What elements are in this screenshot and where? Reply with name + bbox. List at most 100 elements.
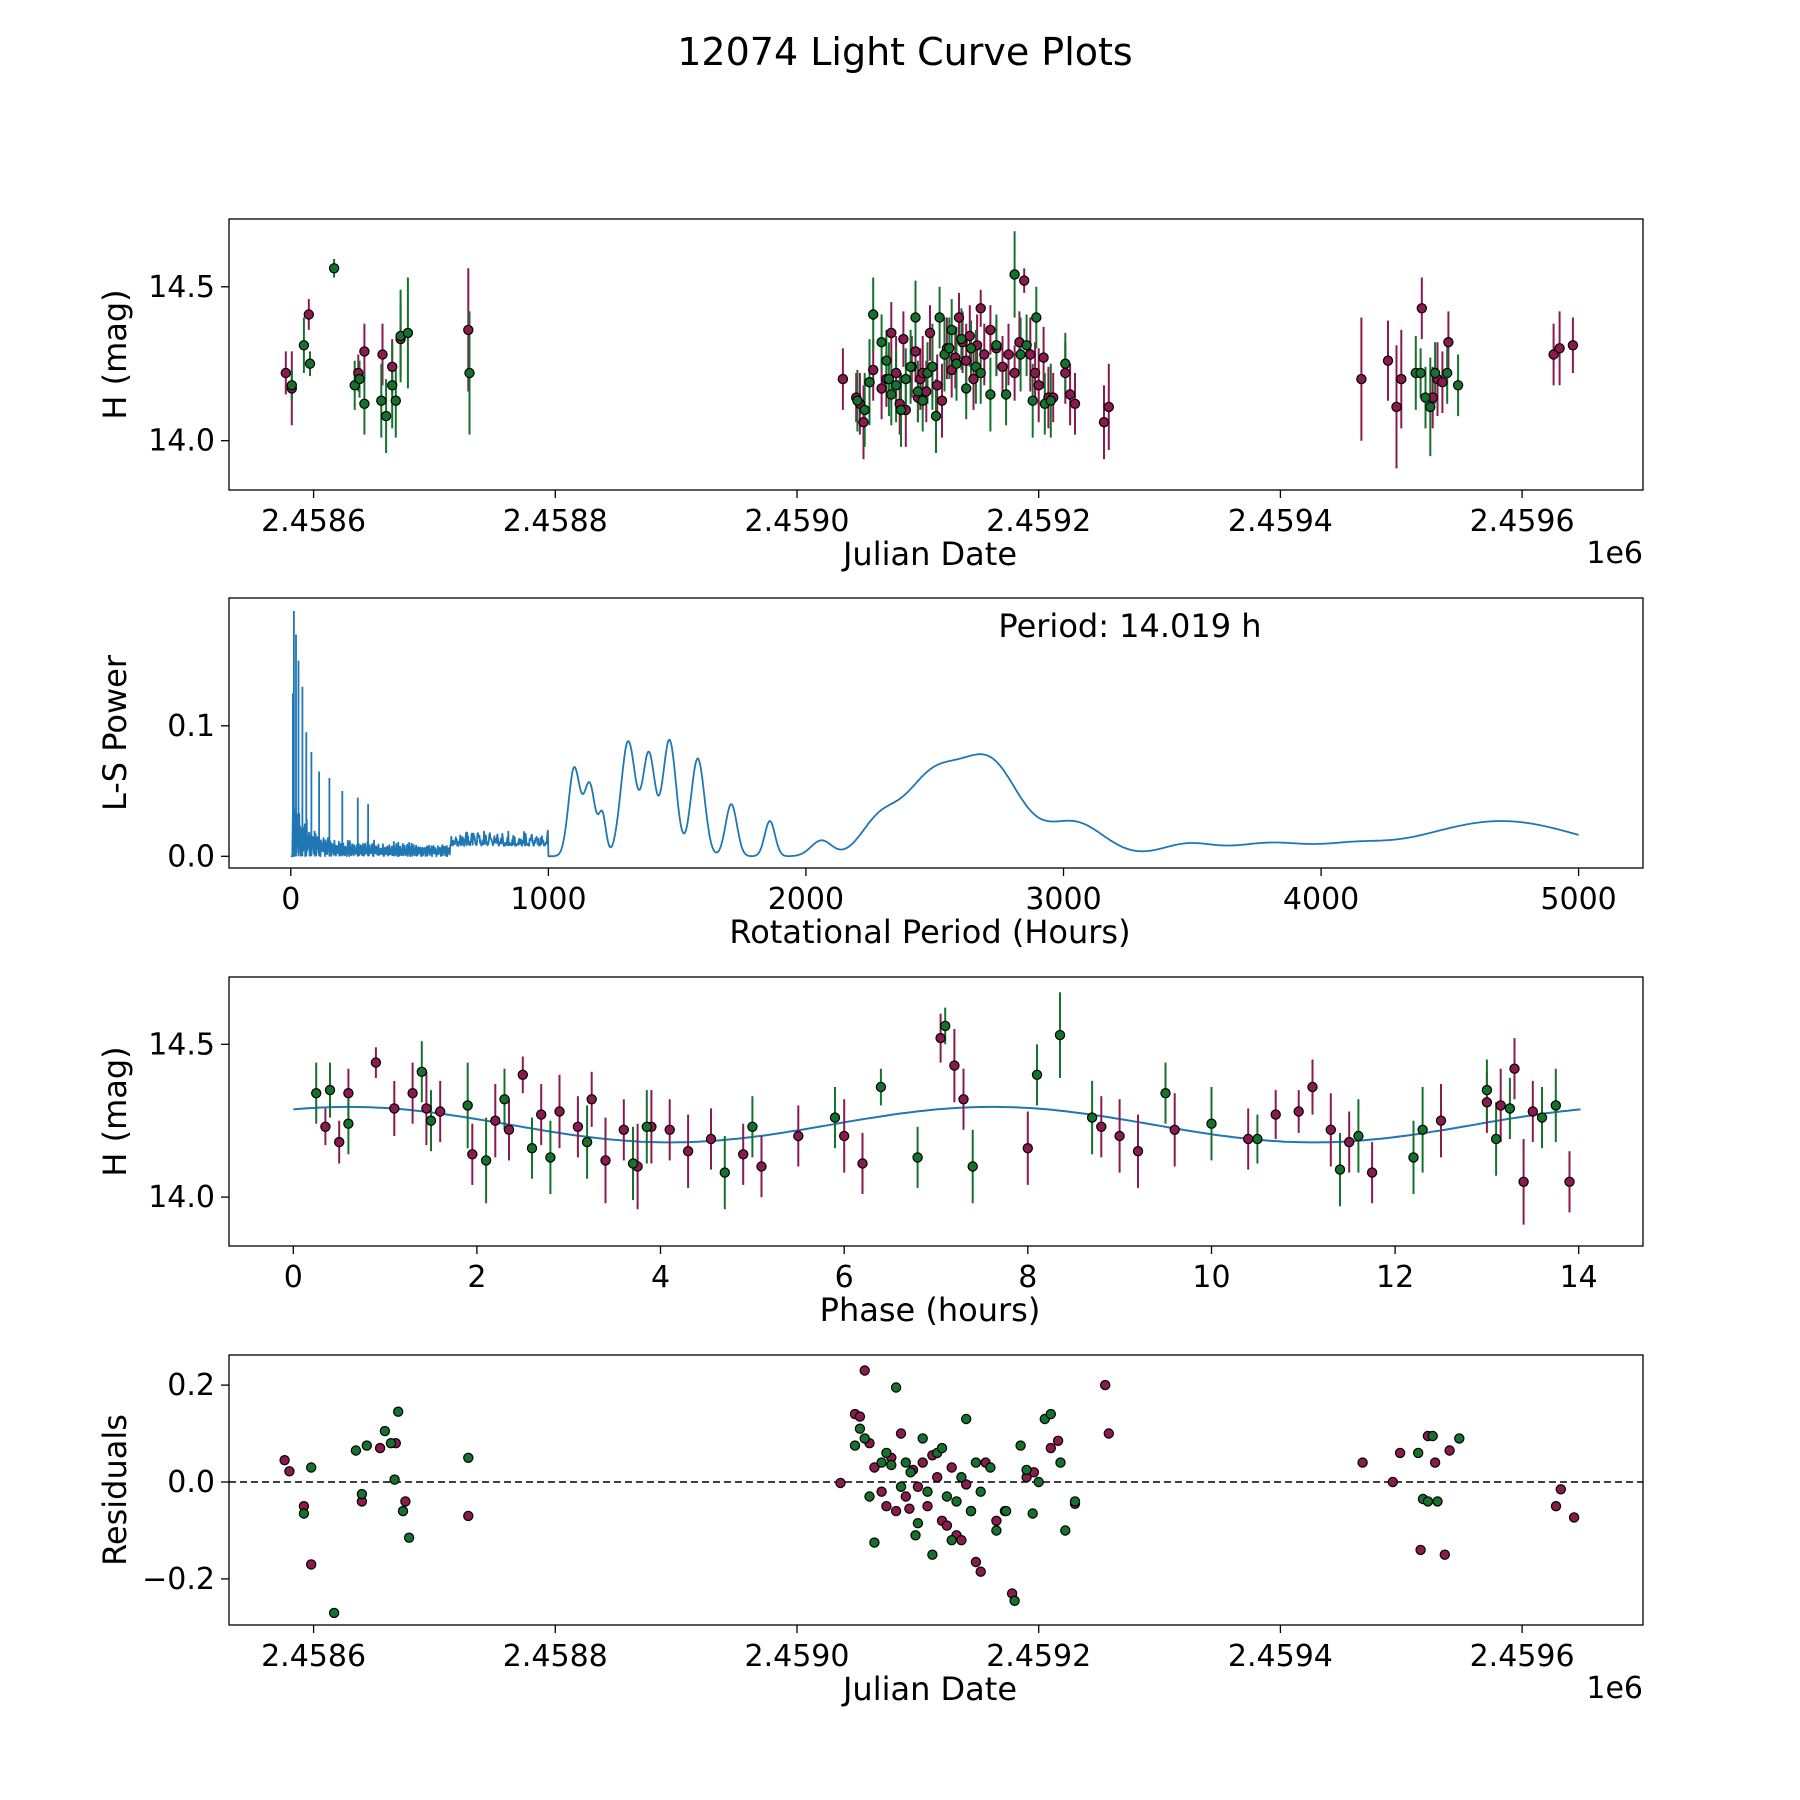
x-tick-label: 2.4592 (986, 1639, 1091, 1674)
data-point-green (961, 1413, 972, 1425)
data-point-green (328, 1607, 340, 1619)
x-tick-label: 8 (1018, 1260, 1037, 1295)
data-point-magenta (1103, 1428, 1115, 1439)
x-tick-label: 2 (467, 1260, 486, 1295)
data-point-green (876, 337, 887, 348)
data-point-magenta (975, 1566, 986, 1577)
data-point-green (1015, 349, 1026, 360)
data-point-magenta (793, 1130, 804, 1142)
data-point-green (864, 377, 875, 388)
data-point-green (829, 1112, 841, 1123)
data-point-green (927, 361, 938, 372)
data-point-magenta (949, 1060, 960, 1071)
data-point-magenta (467, 1149, 478, 1160)
data-point-green (1027, 1508, 1038, 1519)
data-point-green (922, 1486, 933, 1497)
data-point-green (1420, 392, 1431, 403)
data-point-green (499, 1094, 510, 1105)
data-point-green (359, 398, 370, 409)
data-point-magenta (682, 1145, 694, 1157)
panel-ls: 0 1000 2000 3000 4000 5000 0.0 0.1 Rotational Pe… (96, 597, 1644, 951)
data-point-green (1490, 1133, 1502, 1145)
data-point-magenta (1550, 1500, 1562, 1512)
data-point-magenta (377, 349, 388, 360)
data-point-green (854, 1423, 866, 1434)
data-point-magenta (400, 1496, 411, 1507)
data-point-magenta (387, 361, 398, 372)
data-point-magenta (1568, 1512, 1580, 1523)
x-tick-label: 2.4590 (745, 504, 850, 539)
data-point-green (917, 1433, 928, 1444)
data-point-magenta (837, 373, 849, 385)
data-point-green (859, 1433, 870, 1444)
x-tick-label: 0 (281, 882, 300, 917)
data-point-magenta (1343, 1136, 1355, 1148)
data-point-magenta (961, 1479, 972, 1490)
data-point-green (1045, 1408, 1057, 1420)
data-point-green (951, 358, 962, 369)
data-point-green (944, 343, 955, 354)
data-point-magenta (572, 1121, 584, 1133)
data-point-magenta (1554, 343, 1565, 354)
data-point-magenta (1416, 303, 1428, 314)
data-point-magenta (1029, 367, 1041, 379)
y-axis-label: H (mag) (96, 289, 134, 419)
data-point-magenta (1022, 1142, 1034, 1154)
data-point-green (975, 367, 986, 379)
data-point-green (985, 389, 996, 400)
data-point-magenta (1444, 1445, 1455, 1456)
data-point-magenta (1509, 1063, 1520, 1074)
data-point-green (350, 1445, 362, 1456)
data-point-magenta (946, 1462, 957, 1473)
data-point-green (385, 1437, 397, 1449)
y-tick-label: −0.2 (142, 1562, 215, 1597)
data-point-green (380, 410, 392, 422)
data-point-magenta (900, 1491, 912, 1502)
data-point-magenta (1025, 349, 1036, 360)
data-point-magenta (886, 327, 897, 339)
x-tick-label: 2.4592 (986, 504, 1091, 539)
data-point-green (1252, 1133, 1263, 1145)
data-point-green (956, 333, 967, 345)
data-layer (229, 1365, 1643, 1619)
data-point-magenta (876, 383, 887, 394)
data-point-green (641, 1121, 653, 1133)
data-point-green (956, 1471, 967, 1483)
plot-frame (228, 218, 1644, 491)
data-point-magenta (1169, 1124, 1180, 1136)
data-point-green (286, 380, 297, 391)
data-point-green (951, 1496, 962, 1507)
data-point-magenta (280, 367, 291, 379)
data-point-green (941, 1491, 953, 1502)
data-point-green (1412, 1447, 1424, 1459)
data-point-magenta (1009, 367, 1020, 379)
data-point-magenta (1003, 349, 1014, 360)
panel-resid: 2.4586 2.4588 2.4590 2.4592 2.4594 2.4596 −0.2… (96, 1354, 1644, 1708)
data-point-green (852, 395, 863, 406)
data-point-green (900, 373, 912, 385)
x-tick-label: 14 (1560, 1260, 1598, 1295)
data-point-magenta (303, 309, 314, 320)
data-point-green (1069, 1496, 1081, 1507)
data-point-magenta (503, 1124, 515, 1136)
panel-lc: 2.4586 2.4588 2.4590 2.4592 2.4594 2.4596 14.0… (96, 218, 1644, 573)
data-point-green (376, 395, 387, 406)
data-point-green (946, 324, 957, 336)
x-tick-label: 2000 (768, 882, 844, 917)
data-point-green (967, 1161, 978, 1172)
x-tick-label: 6 (835, 1260, 854, 1295)
data-point-magenta (932, 1471, 943, 1483)
period-annotation: Period: 14.019 h (998, 607, 1261, 645)
data-point-green (581, 1136, 593, 1148)
data-point-green (985, 1462, 996, 1473)
data-point-magenta (435, 1106, 446, 1117)
x-tick-label: 5000 (1540, 882, 1616, 917)
x-axis-label: Julian Date (841, 1670, 1017, 1708)
x-tick-label: 2.4594 (1228, 1639, 1333, 1674)
data-point-green (1015, 1440, 1026, 1451)
data-point-green (1481, 1084, 1493, 1096)
data-point-magenta (876, 1486, 887, 1497)
data-point-green (970, 1457, 982, 1468)
data-point-green (965, 343, 977, 354)
data-point-magenta (1060, 367, 1071, 379)
